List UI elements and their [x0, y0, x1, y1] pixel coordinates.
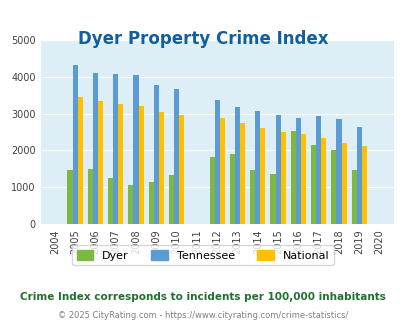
Bar	[275, 115, 280, 224]
Bar	[239, 123, 245, 224]
Bar	[67, 170, 72, 224]
Bar	[351, 170, 356, 224]
Bar	[148, 182, 153, 224]
Bar	[356, 127, 361, 224]
Text: Dyer Property Crime Index: Dyer Property Crime Index	[78, 30, 327, 48]
Bar	[128, 185, 133, 224]
Text: © 2025 CityRating.com - https://www.cityrating.com/crime-statistics/: © 2025 CityRating.com - https://www.city…	[58, 311, 347, 320]
Bar	[174, 89, 179, 224]
Bar	[229, 154, 234, 224]
Bar	[179, 115, 184, 224]
Bar	[98, 101, 103, 224]
Bar	[133, 75, 138, 224]
Bar	[219, 118, 224, 224]
Bar	[108, 178, 113, 224]
Bar	[214, 100, 219, 224]
Bar	[153, 85, 158, 224]
Bar	[138, 106, 143, 224]
Bar	[315, 116, 320, 224]
Bar	[158, 112, 164, 224]
Legend: Dyer, Tennessee, National: Dyer, Tennessee, National	[72, 246, 333, 265]
Bar	[336, 119, 341, 224]
Bar	[310, 145, 315, 224]
Bar	[260, 128, 265, 224]
Bar	[361, 146, 366, 224]
Bar	[341, 143, 346, 224]
Bar	[320, 138, 326, 224]
Bar	[118, 104, 123, 224]
Bar	[330, 150, 336, 224]
Bar	[209, 157, 214, 224]
Bar	[249, 170, 255, 224]
Bar	[77, 97, 83, 224]
Bar	[93, 73, 98, 224]
Bar	[168, 175, 174, 224]
Bar	[280, 132, 285, 224]
Bar	[295, 117, 300, 224]
Bar	[113, 74, 118, 224]
Bar	[234, 107, 239, 224]
Bar	[270, 174, 275, 224]
Bar	[290, 131, 295, 224]
Text: Crime Index corresponds to incidents per 100,000 inhabitants: Crime Index corresponds to incidents per…	[20, 292, 385, 302]
Bar	[300, 134, 305, 224]
Bar	[87, 169, 93, 224]
Bar	[72, 65, 77, 224]
Bar	[255, 111, 260, 224]
